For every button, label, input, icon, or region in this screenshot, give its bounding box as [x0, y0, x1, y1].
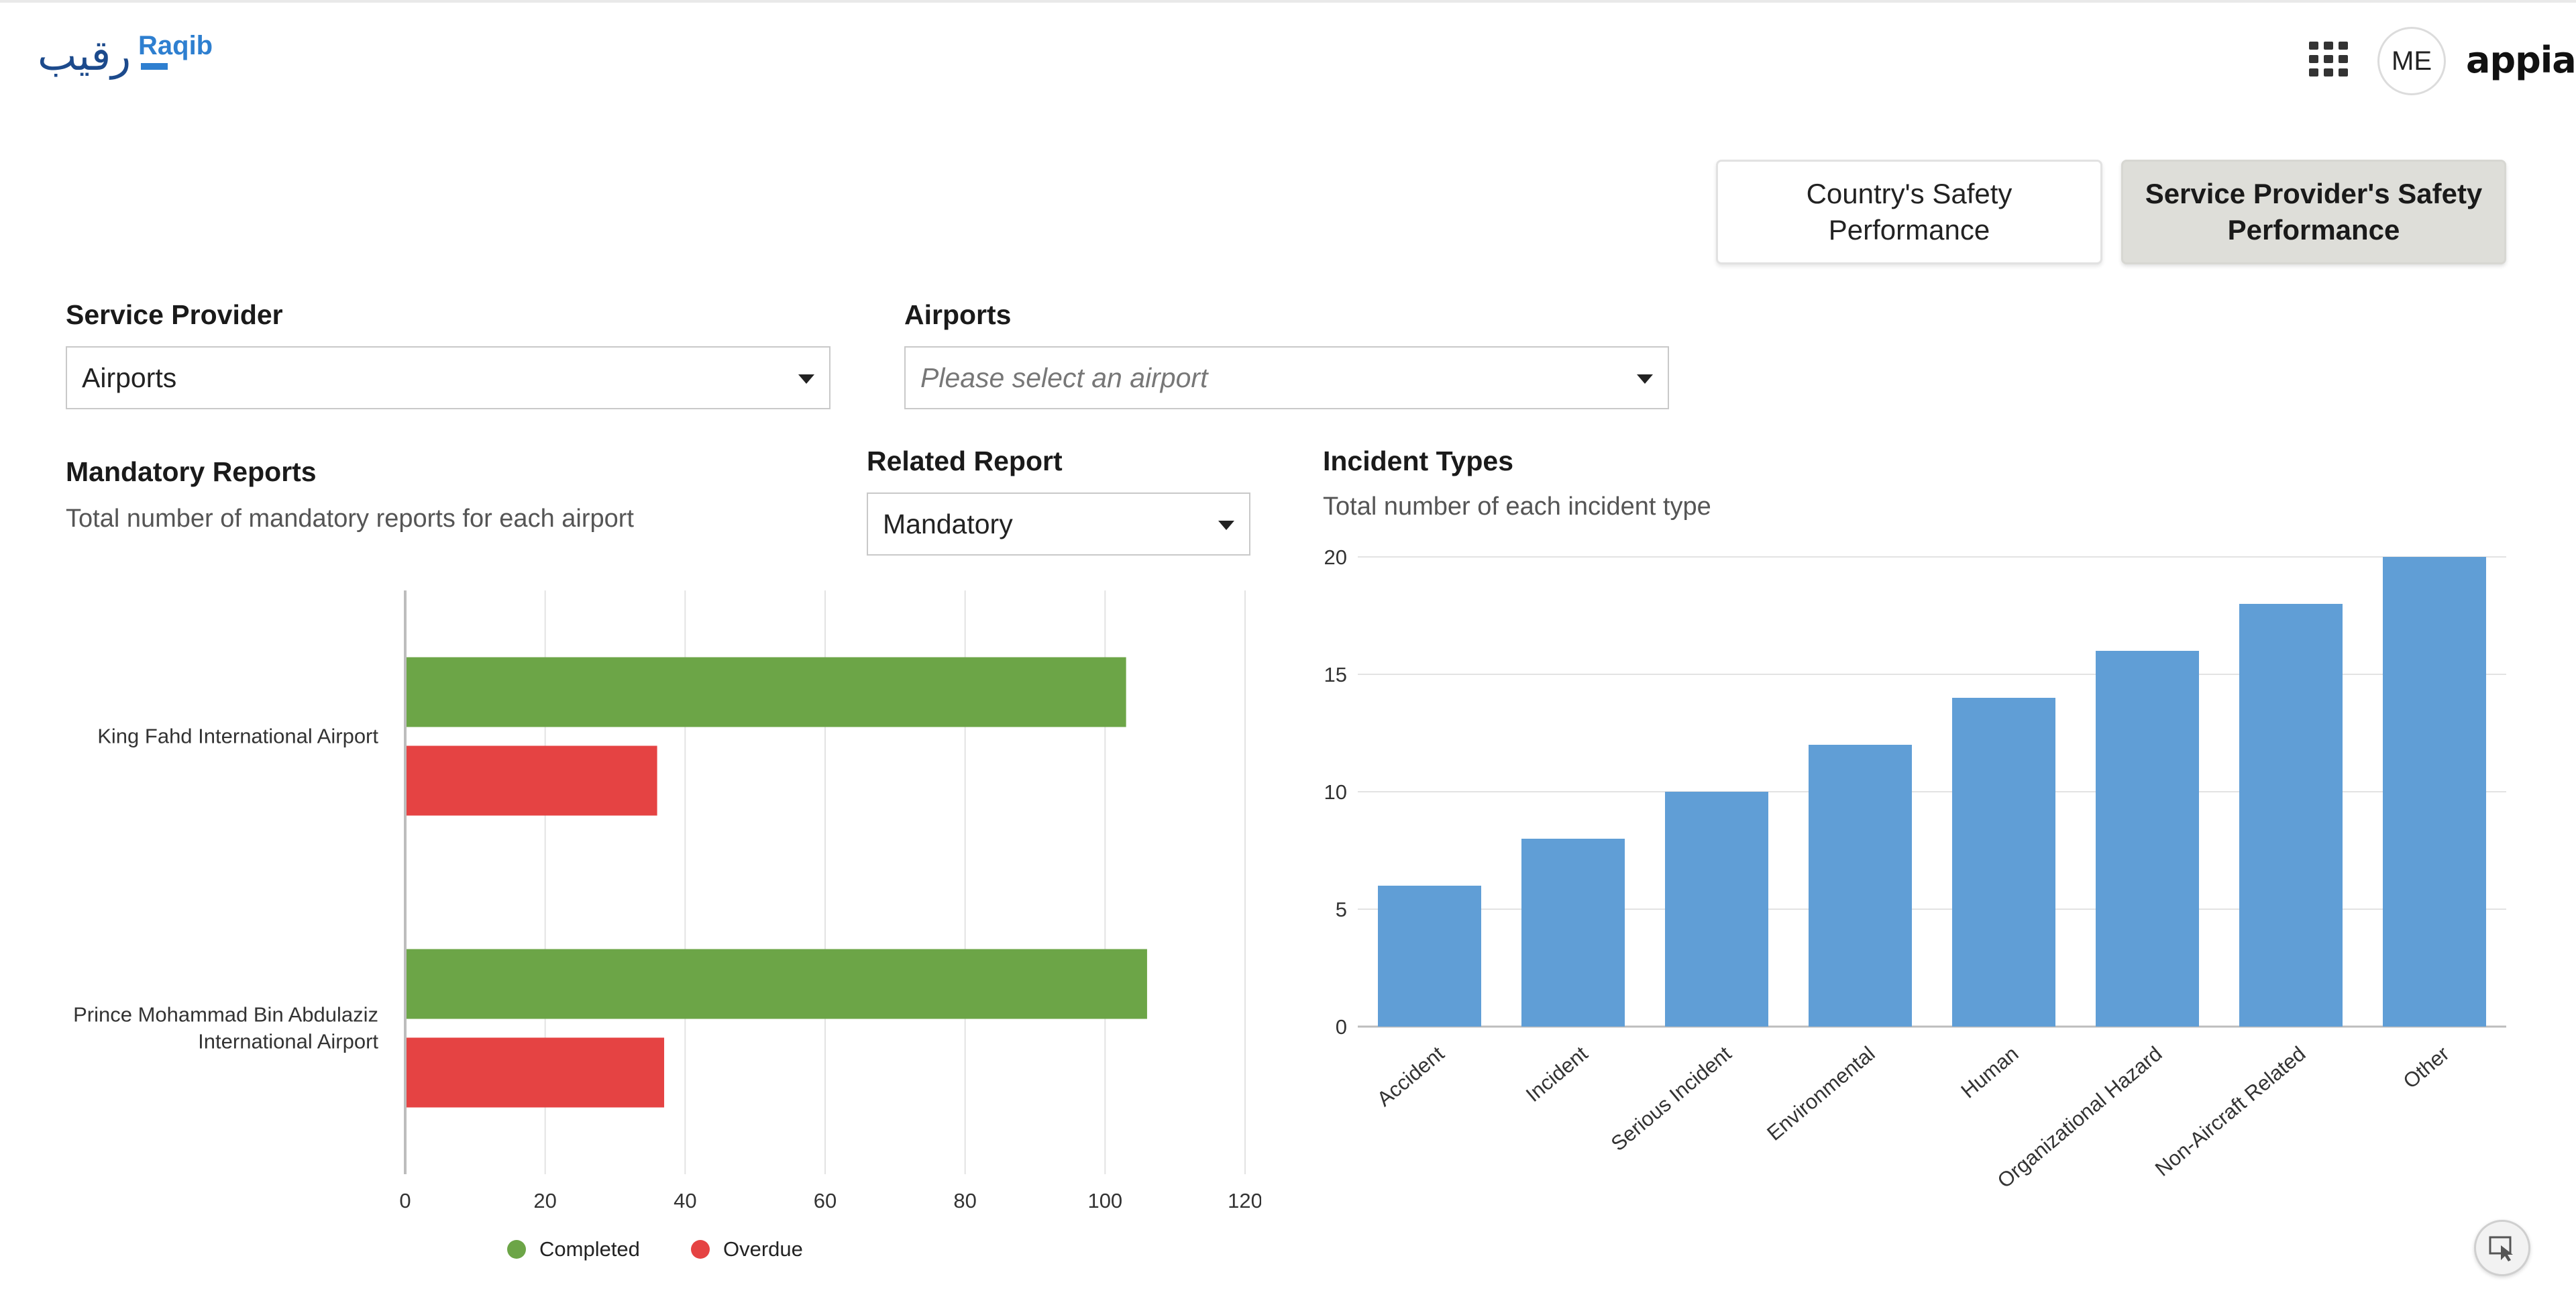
chevron-down-icon	[798, 374, 814, 384]
service-provider-dropdown[interactable]: Airports	[66, 346, 830, 409]
column-bar	[1665, 792, 1768, 1027]
mandatory-reports-title: Mandatory Reports	[66, 456, 317, 487]
legend-label: Overdue	[723, 1237, 803, 1261]
y-tick-label: 20	[1324, 545, 1347, 569]
x-tick-label: 20	[533, 1189, 556, 1212]
column-bar	[1378, 886, 1481, 1027]
column-bar	[1809, 745, 1912, 1027]
x-tick-label: 100	[1087, 1189, 1122, 1212]
logo-english-text: Raqib	[138, 31, 213, 60]
x-category-label: Organizational Hazard	[1993, 1042, 2167, 1193]
raqib-logo[interactable]: رقيب Raqib	[38, 27, 219, 81]
chevron-down-icon	[1637, 374, 1653, 384]
x-category-label: Non-Aircraft Related	[2151, 1042, 2310, 1181]
x-tick-label: 60	[814, 1189, 837, 1212]
tab-country-label: Country's Safety Performance	[1806, 178, 2012, 246]
apps-grid-icon[interactable]	[2309, 42, 2348, 76]
legend-label: Completed	[539, 1237, 640, 1261]
column-bar	[1952, 698, 2055, 1027]
column-bar	[2239, 604, 2343, 1027]
airports-label: Airports	[904, 299, 1012, 330]
chevron-down-icon	[1218, 521, 1234, 530]
airports-placeholder: Please select an airport	[920, 362, 1208, 393]
logo-underline	[141, 63, 168, 70]
tab-service-provider-safety-performance[interactable]: Service Provider's Safety Performance	[2121, 160, 2506, 264]
related-report-value: Mandatory	[883, 508, 1013, 539]
y-category-label: King Fahd International Airport	[97, 725, 378, 748]
related-report-dropdown[interactable]: Mandatory	[867, 492, 1250, 556]
appian-brand-logo: appian	[2466, 39, 2576, 81]
service-provider-label: Service Provider	[66, 299, 283, 330]
incident-types-subtitle: Total number of each incident type	[1323, 492, 1711, 521]
bar-overdue	[407, 745, 657, 816]
top-border	[0, 0, 2576, 3]
x-tick-label: 40	[674, 1189, 696, 1212]
bar-overdue	[407, 1037, 665, 1108]
incident-types-title: Incident Types	[1323, 446, 1514, 476]
x-category-label: Environmental	[1762, 1042, 1879, 1145]
y-tick-label: 5	[1336, 898, 1347, 921]
x-category-label: Human	[1956, 1042, 2023, 1103]
x-category-label: Other	[2399, 1042, 2454, 1094]
mandatory-reports-subtitle: Total number of mandatory reports for ea…	[66, 505, 634, 533]
legend-marker-completed	[507, 1240, 526, 1259]
service-provider-value: Airports	[82, 362, 177, 393]
logo-arabic-text: رقيب	[38, 31, 131, 80]
tab-provider-label: Service Provider's Safety Performance	[2145, 178, 2483, 246]
user-avatar[interactable]: ME	[2377, 27, 2446, 95]
tab-country-safety-performance[interactable]: Country's Safety Performance	[1716, 160, 2102, 264]
x-tick-label: 120	[1228, 1189, 1261, 1212]
incident-types-column-chart: 0 5 10 15 20 Accident Incident Serious Incident…	[1324, 545, 2506, 1193]
legend-marker-overdue	[691, 1240, 710, 1259]
bar-completed	[407, 949, 1147, 1019]
mandatory-reports-bar-chart: 0 20 40 60 80 100 120 King Fahd International A…	[73, 590, 1261, 1261]
x-category-label: Serious Incident	[1607, 1041, 1736, 1155]
x-tick-label: 0	[399, 1189, 411, 1212]
pointer-tool-button[interactable]	[2474, 1220, 2530, 1276]
x-category-label: Incident	[1521, 1041, 1593, 1106]
column-bar	[2096, 651, 2199, 1027]
airports-dropdown[interactable]: Please select an airport	[904, 346, 1669, 409]
column-bar	[2383, 557, 2486, 1027]
y-category-label: Prince Mohammad Bin Abdulaziz	[73, 1003, 378, 1027]
related-report-label: Related Report	[867, 446, 1063, 476]
x-category-label: Accident	[1373, 1041, 1449, 1110]
bar-completed	[407, 657, 1126, 727]
y-tick-label: 15	[1324, 663, 1347, 686]
x-tick-label: 80	[953, 1189, 976, 1212]
y-tick-label: 10	[1324, 780, 1347, 804]
column-bar	[1521, 839, 1625, 1027]
y-category-label: International Airport	[198, 1030, 378, 1053]
cursor-icon	[2489, 1236, 2513, 1261]
y-tick-label: 0	[1336, 1015, 1347, 1039]
